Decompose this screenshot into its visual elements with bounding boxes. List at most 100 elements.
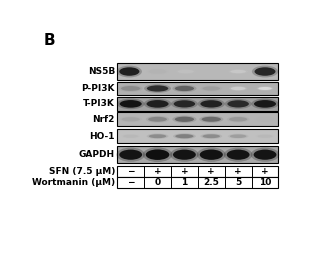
Ellipse shape (203, 86, 220, 91)
Ellipse shape (257, 117, 273, 121)
Ellipse shape (254, 100, 276, 108)
Ellipse shape (119, 85, 143, 92)
Ellipse shape (173, 150, 196, 160)
Ellipse shape (175, 117, 194, 122)
Text: +: + (181, 167, 188, 176)
Ellipse shape (172, 115, 197, 123)
Ellipse shape (256, 134, 274, 138)
Ellipse shape (252, 66, 278, 78)
Ellipse shape (178, 70, 194, 73)
Ellipse shape (149, 134, 166, 138)
Ellipse shape (197, 147, 226, 162)
Ellipse shape (117, 66, 142, 78)
Ellipse shape (257, 86, 273, 91)
Text: GAPDH: GAPDH (79, 150, 115, 159)
Text: +: + (207, 167, 215, 176)
Text: T-PI3K: T-PI3K (83, 99, 115, 108)
Ellipse shape (175, 86, 194, 91)
Bar (117, 63, 279, 80)
Ellipse shape (225, 99, 252, 109)
Text: −: − (127, 178, 135, 187)
Ellipse shape (121, 134, 140, 138)
Bar (117, 129, 279, 143)
Bar (117, 112, 279, 126)
Ellipse shape (200, 86, 222, 91)
Ellipse shape (143, 147, 172, 162)
Ellipse shape (228, 69, 248, 74)
Ellipse shape (200, 100, 222, 108)
Ellipse shape (116, 147, 145, 162)
Ellipse shape (171, 99, 198, 109)
Bar (117, 146, 279, 163)
Ellipse shape (120, 100, 142, 108)
Ellipse shape (258, 135, 273, 138)
Ellipse shape (227, 100, 249, 108)
Ellipse shape (146, 116, 169, 123)
Ellipse shape (176, 69, 196, 74)
Ellipse shape (198, 99, 225, 109)
Text: NS5B: NS5B (88, 67, 115, 76)
Ellipse shape (203, 70, 220, 73)
Ellipse shape (199, 116, 223, 123)
Ellipse shape (148, 117, 167, 122)
Text: −: − (127, 167, 135, 176)
Text: +: + (261, 167, 269, 176)
Ellipse shape (149, 69, 166, 74)
Ellipse shape (172, 85, 197, 92)
Text: Nrf2: Nrf2 (93, 115, 115, 124)
Text: P-PI3K: P-PI3K (81, 84, 115, 93)
Ellipse shape (200, 133, 222, 139)
Ellipse shape (144, 84, 171, 93)
Ellipse shape (255, 116, 275, 122)
Ellipse shape (147, 69, 169, 74)
Ellipse shape (227, 150, 250, 160)
Bar (117, 177, 279, 188)
Bar (117, 166, 279, 177)
Ellipse shape (121, 117, 140, 121)
Ellipse shape (119, 67, 139, 76)
Text: +: + (154, 167, 161, 176)
Text: Wortmanin (μM): Wortmanin (μM) (32, 178, 115, 187)
Ellipse shape (117, 99, 144, 109)
Bar (117, 82, 279, 95)
Text: 5: 5 (235, 178, 241, 187)
Text: HO-1: HO-1 (89, 132, 115, 141)
Ellipse shape (203, 134, 220, 138)
Ellipse shape (230, 134, 246, 138)
Ellipse shape (170, 147, 199, 162)
Ellipse shape (123, 135, 138, 138)
Ellipse shape (229, 117, 247, 122)
Ellipse shape (253, 150, 276, 160)
Text: B: B (44, 33, 55, 48)
Ellipse shape (200, 150, 223, 160)
Ellipse shape (173, 133, 196, 139)
Ellipse shape (230, 70, 246, 73)
Ellipse shape (231, 87, 245, 90)
Ellipse shape (251, 99, 279, 109)
Ellipse shape (227, 116, 250, 122)
Ellipse shape (202, 117, 221, 122)
Ellipse shape (147, 133, 169, 139)
Ellipse shape (229, 86, 247, 91)
Ellipse shape (174, 100, 195, 108)
Ellipse shape (258, 87, 272, 90)
Bar (117, 97, 279, 111)
Text: +: + (234, 167, 242, 176)
Ellipse shape (146, 150, 169, 160)
Text: 10: 10 (259, 178, 271, 187)
Ellipse shape (175, 134, 194, 138)
Text: 0: 0 (155, 178, 161, 187)
Text: 1: 1 (181, 178, 188, 187)
Text: SFN (7.5 μM): SFN (7.5 μM) (49, 167, 115, 176)
Ellipse shape (147, 100, 169, 108)
Ellipse shape (251, 147, 279, 162)
Ellipse shape (201, 69, 222, 74)
Text: 2.5: 2.5 (203, 178, 219, 187)
Ellipse shape (119, 116, 142, 122)
Ellipse shape (254, 67, 275, 76)
Ellipse shape (119, 150, 142, 160)
Ellipse shape (228, 134, 249, 139)
Ellipse shape (147, 85, 168, 92)
Ellipse shape (144, 99, 171, 109)
Ellipse shape (121, 86, 140, 91)
